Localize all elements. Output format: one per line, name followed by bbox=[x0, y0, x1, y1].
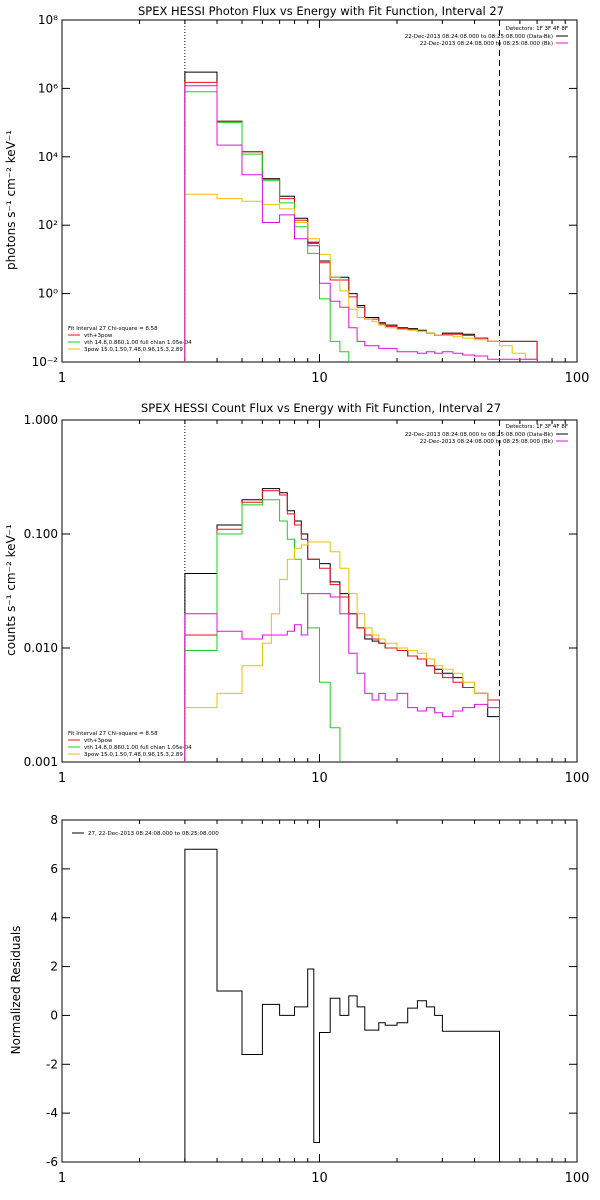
photon-flux-y-tick-label: 10⁻² bbox=[32, 355, 59, 369]
photon-flux-x-tick-label: 10 bbox=[311, 371, 328, 386]
count-flux-y-tick-label: 0.100 bbox=[24, 527, 58, 541]
count-flux-x-tick-label: 1 bbox=[58, 771, 66, 786]
residuals-x-tick-label: 100 bbox=[565, 1171, 590, 1186]
residuals-y-tick-label: 6 bbox=[50, 862, 58, 876]
count-flux-legend-thermal: vth 14.8,0.860,1.00 full chian 1.05e-04 bbox=[84, 745, 192, 751]
count-flux-y-tick-label: 0.001 bbox=[24, 755, 58, 769]
residuals-legend: 27, 22-Dec-2013 08:24:08.000 to 08:25:08… bbox=[88, 831, 219, 837]
photon-flux-series-1 bbox=[184, 81, 538, 362]
photon-flux-det-label: Detectors: 1F 3F 4F 8F bbox=[506, 26, 568, 32]
photon-flux-series-4 bbox=[184, 85, 538, 362]
photon-flux-y-tick-label: 10² bbox=[38, 218, 58, 232]
residuals-y-tick-label: 2 bbox=[50, 960, 58, 974]
residuals-y-label: Normalized Residuals bbox=[9, 926, 23, 1055]
count-flux-legend-powerlaw: 3pow 15.0,1.50,7.48,0.96,15.3,2.89 bbox=[84, 752, 183, 758]
photon-flux-series-0 bbox=[184, 71, 538, 362]
count-flux-title: SPEX HESSI Count Flux vs Energy with Fit… bbox=[141, 401, 501, 415]
count-flux-y-label: counts s⁻¹ cm⁻² keV⁻¹ bbox=[4, 524, 18, 656]
photon-flux-legend-bk: 22-Dec-2013 08:24:08.000 to 08:25:08.000… bbox=[420, 41, 553, 47]
photon-flux-title: SPEX HESSI Photon Flux vs Energy with Fi… bbox=[138, 4, 504, 18]
residuals-y-tick-label: -4 bbox=[46, 1106, 58, 1120]
photon-flux-fit-label: Fit Interval 27 Chi-square = 8.58 bbox=[68, 326, 158, 332]
residuals-x-tick-label: 10 bbox=[311, 1171, 328, 1186]
count-flux-series-4 bbox=[184, 593, 500, 762]
count-flux-legend-bk: 22-Dec-2013 08:24:08.000 to 08:25:08.000… bbox=[420, 439, 553, 445]
count-flux-series-1 bbox=[184, 490, 500, 762]
count-flux-plot-area: 1 10 100 0.001 0.010 0.100 1.000 bbox=[24, 413, 590, 786]
photon-flux-panel: SPEX HESSI Photon Flux vs Energy with Fi… bbox=[4, 4, 568, 353]
count-flux-y-tick-label: 0.010 bbox=[24, 641, 58, 655]
residuals-y-tick-label: -6 bbox=[46, 1155, 58, 1169]
count-flux-legend-data: 22-Dec-2013 08:24:08.000 to 08:25:08.000… bbox=[405, 432, 553, 438]
count-flux-legend-model: vth+3pow bbox=[84, 738, 113, 744]
photon-flux-y-tick-label: 10⁴ bbox=[38, 150, 58, 164]
residuals-y-tick-label: -2 bbox=[46, 1057, 58, 1071]
photon-flux-y-tick-label: 10⁰ bbox=[38, 287, 58, 301]
residuals-panel: Normalized Residuals 27, 22-Dec-2013 08:… bbox=[9, 831, 219, 1054]
photon-flux-y-label: photons s⁻¹ cm⁻² keV⁻¹ bbox=[4, 130, 18, 270]
photon-flux-legend-model: vth+3pow bbox=[84, 333, 113, 339]
photon-flux-legend-data: 22-Dec-2013 08:24:08.000 to 08:25:08.000… bbox=[405, 34, 553, 40]
photon-flux-x-tick-label: 1 bbox=[58, 371, 66, 386]
photon-flux-y-tick-label: 10⁸ bbox=[38, 13, 58, 27]
photon-flux-series-2 bbox=[184, 91, 350, 362]
photon-flux-series-3 bbox=[184, 193, 538, 362]
photon-flux-legend-powerlaw: 3pow 15.0,1.50,7.48,0.96,15.3,2.89 bbox=[84, 347, 183, 353]
residuals-y-tick-label: 4 bbox=[50, 911, 58, 925]
count-flux-series-3 bbox=[184, 541, 500, 762]
residuals-series-0 bbox=[184, 848, 500, 1162]
residuals-y-tick-label: 0 bbox=[50, 1008, 58, 1022]
residuals-plot-area: 1 10 100 -6 -4 -2 0 2 4 6 8 bbox=[46, 813, 589, 1186]
count-flux-fit-label: Fit Interval 27 Chi-square = 8.58 bbox=[68, 731, 158, 737]
photon-flux-plot-area: 1 10 100 10⁻² 10⁰ 10² 10⁴ 10⁶ 10⁸ bbox=[32, 13, 590, 386]
count-flux-det-label: Detectors: 1F 3F 4F 8F bbox=[506, 424, 568, 430]
residuals-x-tick-label: 1 bbox=[58, 1171, 66, 1186]
residuals-y-tick-label: 8 bbox=[50, 813, 58, 827]
photon-flux-y-tick-label: 10⁶ bbox=[38, 81, 58, 95]
count-flux-series-2 bbox=[184, 499, 341, 762]
count-flux-x-tick-label: 100 bbox=[565, 771, 590, 786]
photon-flux-x-tick-label: 100 bbox=[565, 371, 590, 386]
count-flux-panel: SPEX HESSI Count Flux vs Energy with Fit… bbox=[4, 401, 568, 758]
photon-flux-legend-thermal: vth 14.8,0.860,1.00 full chian 1.05e-04 bbox=[84, 340, 192, 346]
count-flux-y-tick-label: 1.000 bbox=[24, 413, 58, 427]
count-flux-x-tick-label: 10 bbox=[311, 771, 328, 786]
